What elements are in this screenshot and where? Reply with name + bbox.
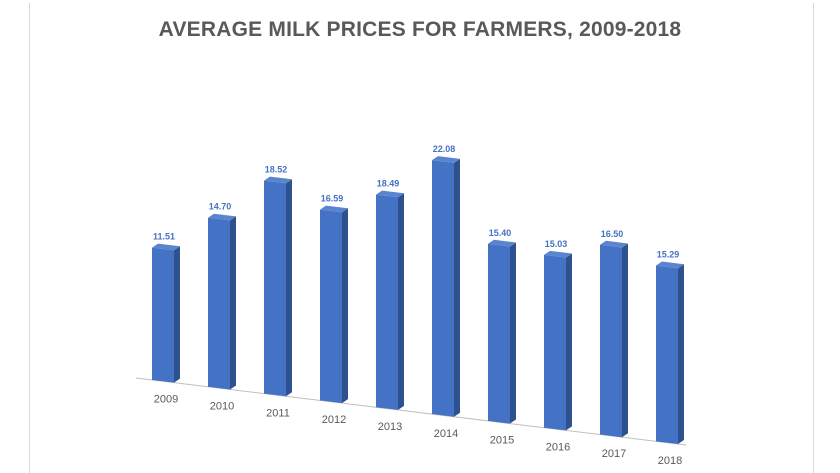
bar-top — [208, 213, 236, 221]
data-label-2014: 22.08 — [433, 144, 456, 154]
bar-side — [510, 242, 516, 424]
bar-top — [320, 205, 348, 213]
x-tick-label-2015: 2015 — [490, 435, 514, 447]
x-tick-label-2009: 2009 — [154, 394, 178, 406]
data-label-2010: 14.70 — [209, 202, 232, 212]
bar-side — [342, 208, 348, 404]
bar-side — [622, 243, 628, 438]
bar-top — [544, 250, 572, 258]
bar-side — [230, 216, 236, 390]
bar-top — [488, 239, 516, 247]
x-tick-label-2014: 2014 — [434, 428, 458, 440]
bar-2012 — [320, 205, 348, 404]
bar-side — [286, 179, 292, 397]
bar-front — [376, 194, 398, 410]
x-tick-label-2011: 2011 — [266, 407, 290, 419]
bar-front — [544, 254, 566, 431]
data-label-2013: 18.49 — [377, 179, 400, 189]
x-tick-label-2017: 2017 — [602, 448, 626, 460]
bar-front — [264, 180, 286, 397]
bar-front — [152, 247, 174, 383]
data-label-2012: 16.59 — [321, 194, 344, 204]
bar-2013 — [376, 190, 404, 410]
bar-top — [376, 190, 404, 198]
data-label-2015: 15.40 — [489, 228, 512, 238]
bar-2018 — [656, 261, 684, 445]
bar-2010 — [208, 213, 236, 390]
data-label-2009: 11.51 — [153, 232, 175, 242]
x-tick-label-2016: 2016 — [546, 441, 570, 453]
bar-2014 — [432, 156, 460, 417]
bar-side — [566, 253, 572, 431]
x-tick-label-2010: 2010 — [210, 400, 234, 412]
x-tick-label-2018: 2018 — [658, 455, 682, 467]
bar-side — [678, 264, 684, 445]
bar-top — [432, 156, 460, 163]
bar-top — [600, 240, 628, 248]
x-tick-label-2013: 2013 — [378, 421, 402, 433]
bar-front — [320, 209, 342, 404]
bar-front — [656, 265, 678, 445]
x-axis-line — [135, 377, 687, 446]
bar-side — [454, 158, 460, 417]
data-label-2016: 15.03 — [545, 239, 568, 249]
bar-front — [488, 243, 510, 424]
chart-title: AVERAGE MILK PRICES FOR FARMERS, 2009-20… — [158, 18, 682, 41]
bar-top — [152, 243, 180, 251]
bar-2011 — [264, 176, 292, 397]
data-label-2017: 16.50 — [601, 229, 624, 239]
bar-side — [174, 246, 180, 383]
bar-top — [264, 176, 292, 184]
bar-front — [208, 217, 230, 390]
bar-top — [656, 261, 684, 269]
bar-front — [600, 244, 622, 438]
bar-2017 — [600, 240, 628, 438]
x-tick-label-2012: 2012 — [322, 414, 346, 426]
data-label-2011: 18.52 — [265, 165, 288, 175]
data-label-2018: 15.29 — [657, 250, 680, 260]
bar-2016 — [544, 250, 572, 431]
bar-2015 — [488, 239, 516, 424]
bar-front — [432, 160, 454, 417]
bar-side — [398, 193, 404, 410]
bar-2009 — [152, 243, 180, 383]
